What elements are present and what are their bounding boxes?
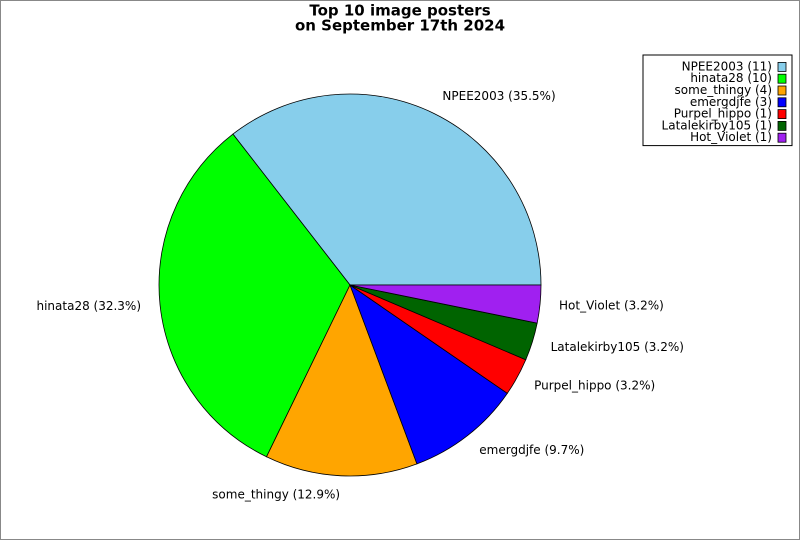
legend-swatch (777, 62, 787, 72)
pie-slice (265, 283, 418, 477)
slice-label: some_thingy (12.9%) (212, 487, 340, 501)
slice-label: Hot_Violet (3.2%) (559, 299, 664, 313)
pie-slice (349, 283, 508, 465)
legend-label: Hot_Violet (1) (690, 130, 772, 144)
slice-label: emergdjfe (9.7%) (479, 443, 584, 457)
legend-label: Purpel_hippo (1) (674, 107, 772, 121)
slice-label: NPEE2003 (35.5%) (442, 89, 555, 103)
legend-label: NPEE2003 (11) (682, 59, 772, 73)
slice-label: Purpel_hippo (3.2%) (534, 379, 655, 393)
slice-label: hinata28 (32.3%) (36, 299, 141, 313)
legend-swatch (777, 132, 787, 143)
pie-slice (232, 93, 542, 286)
slice-label: Latalekirby105 (3.2%) (551, 340, 684, 354)
chart-title: Top 10 image posters (309, 2, 490, 20)
legend-swatch (777, 121, 787, 131)
legend-label: Latalekirby105 (1) (662, 118, 772, 132)
legend-swatch (777, 97, 787, 108)
pie-slice (349, 284, 542, 324)
legend-label: hinata28 (10) (690, 71, 772, 85)
legend-swatch (777, 109, 787, 119)
chart-subtitle: on September 17th 2024 (295, 17, 505, 35)
legend-label: emergdjfe (3) (690, 95, 772, 109)
legend-swatch (777, 73, 787, 84)
legend-swatch (777, 85, 787, 96)
legend-box (642, 54, 793, 147)
legend-label: some_thingy (4) (675, 83, 772, 97)
pie-slice (158, 133, 351, 458)
